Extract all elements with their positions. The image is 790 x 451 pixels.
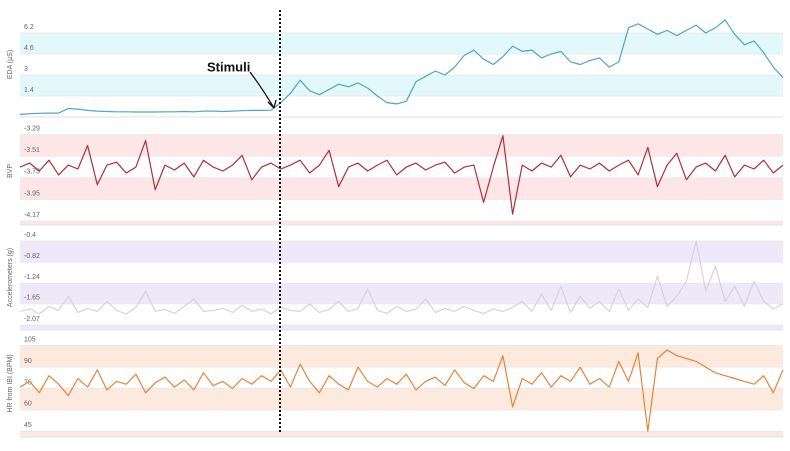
band <box>20 431 783 437</box>
y-tick-label: -3.95 <box>24 190 40 197</box>
y-tick-label: 6.2 <box>24 24 34 31</box>
annotation-arrow <box>249 71 275 109</box>
band <box>20 388 783 410</box>
band <box>20 241 783 263</box>
y-tick-label: -4.17 <box>24 212 40 219</box>
data-line <box>19 240 784 315</box>
y-axis-label: BVP <box>7 164 14 178</box>
y-axis-label: EDA (µS) <box>7 50 14 79</box>
y-tick-label: 105 <box>24 337 36 344</box>
band <box>20 134 783 157</box>
annotation-group: Stimuli <box>207 59 277 109</box>
y-tick-label: 3 <box>24 66 28 73</box>
band <box>20 177 783 200</box>
y-tick-label: -1.24 <box>24 274 40 281</box>
band <box>20 324 783 330</box>
band <box>20 75 783 96</box>
y-tick-label: -3.51 <box>24 147 40 154</box>
y-tick-label: 4.6 <box>24 45 34 52</box>
y-axis-label: HR from IBI (BPM) <box>7 354 14 412</box>
band <box>20 221 783 225</box>
data-line <box>19 349 784 432</box>
annotation: Stimuli <box>207 59 250 74</box>
y-axis-label: Accelerometers (g) <box>7 248 14 307</box>
y-tick-label: -1.65 <box>24 295 40 302</box>
y-tick-label: 60 <box>24 401 32 408</box>
y-tick-label: 1.4 <box>24 87 34 94</box>
band <box>20 283 783 304</box>
y-tick-label: 90 <box>24 358 32 365</box>
data-line <box>19 135 784 215</box>
y-tick-label: -0.82 <box>24 253 40 260</box>
y-tick-label: 45 <box>24 422 32 429</box>
y-tick-label: -3.73 <box>24 169 40 176</box>
band <box>20 345 783 368</box>
y-tick-label: -3.29 <box>24 126 40 133</box>
panels: 6.2 4.6 3 1.4 EDA (µS) -3.29 -3.51 -3.73 -3.95 -4… <box>7 19 784 438</box>
y-tick-label: -0.4 <box>24 232 36 239</box>
data-line <box>19 19 784 115</box>
y-tick-label: -2.07 <box>24 316 40 323</box>
annotation-arrowhead <box>267 99 277 109</box>
band <box>20 33 783 54</box>
